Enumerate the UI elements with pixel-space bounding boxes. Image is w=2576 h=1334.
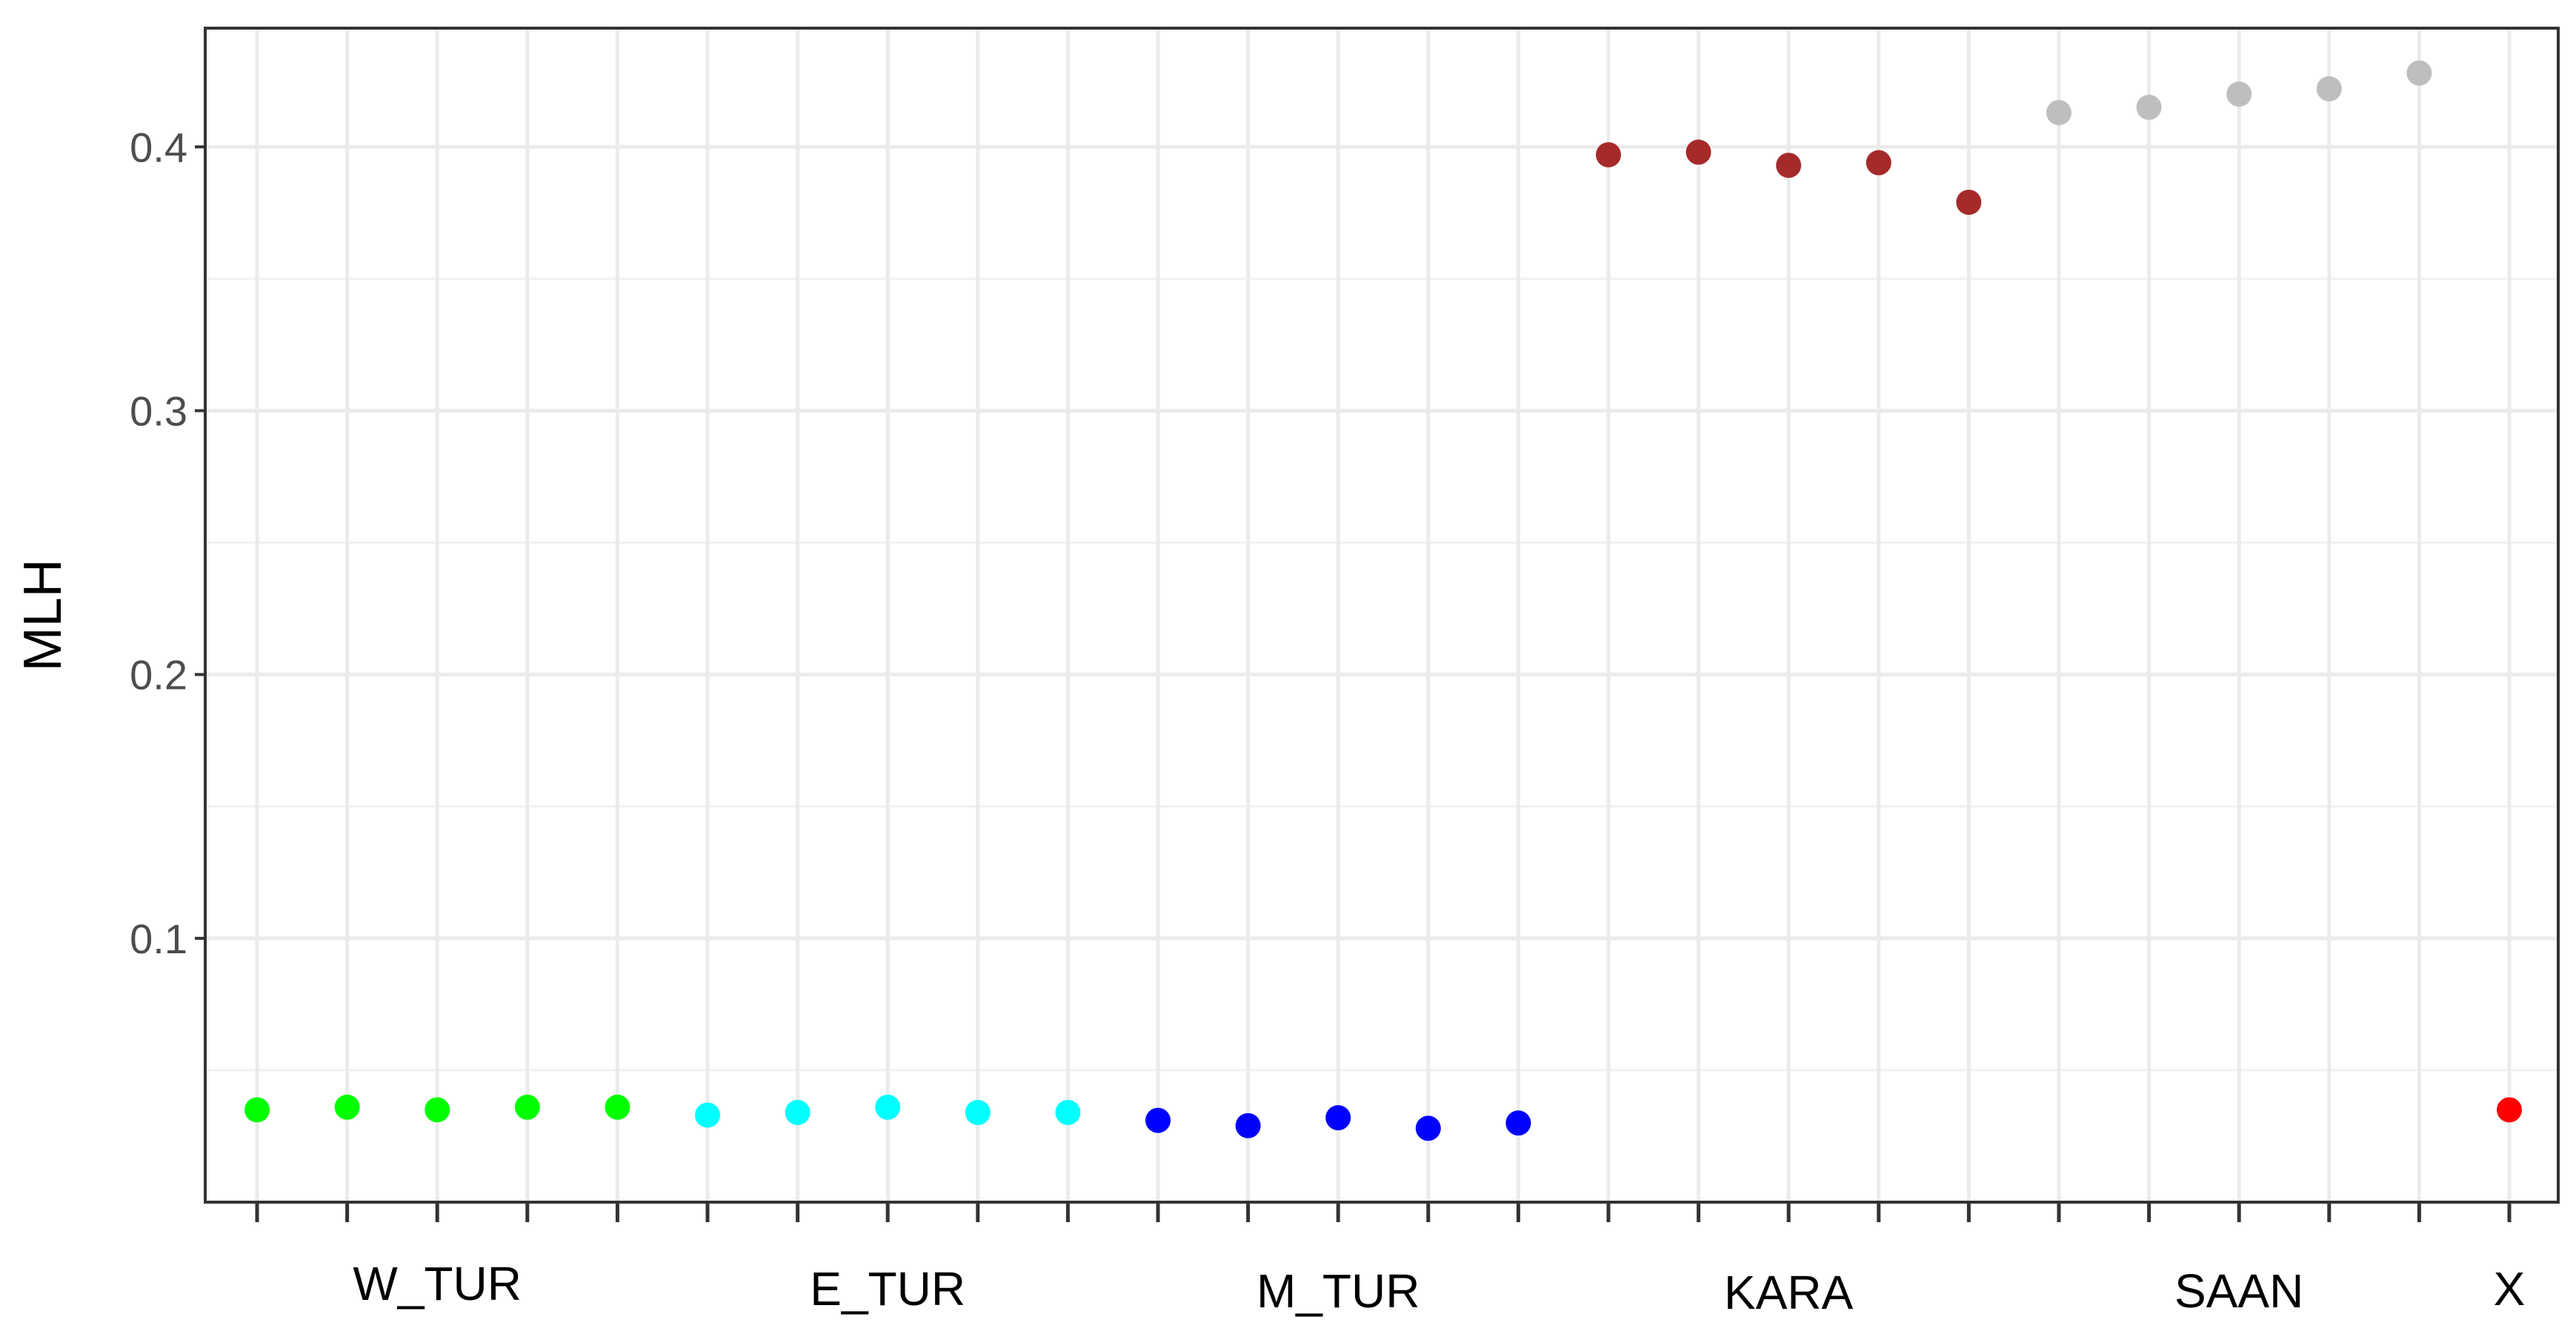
data-point-saan [2406,60,2432,86]
data-point-w-tur [605,1094,630,1120]
data-point-kara [1685,139,1711,165]
y-tick-label: 0.2 [130,652,187,698]
data-point-kara [1866,150,1891,176]
data-point-m-tur [1415,1115,1441,1141]
y-tick-label: 0.4 [130,124,187,170]
x-group-label: W_TUR [353,1257,522,1310]
x-group-label: SAAN [2174,1264,2303,1318]
data-point-m-tur [1145,1107,1171,1133]
data-point-saan [2226,81,2252,107]
data-point-kara [1776,153,1802,179]
data-point-e-tur [875,1094,901,1120]
panel-border [204,27,2560,1204]
data-point-saan [2316,76,2342,101]
data-point-m-tur [1325,1105,1351,1131]
y-tick-label: 0.3 [130,387,187,434]
data-point-kara [1956,190,1982,216]
data-point-kara [1596,141,1621,167]
x-group-label: X [2494,1262,2526,1315]
x-axis: W_TUR E_TUR M_TUR KARA SAAN X [255,1202,2526,1319]
y-axis: 0.1 0.2 0.3 0.4 [130,124,205,962]
data-point-w-tur [334,1094,360,1120]
x-group-label: KARA [1724,1266,1854,1319]
data-point-e-tur [965,1099,991,1125]
data-points [244,60,2522,1141]
data-point-m-tur [1235,1113,1261,1138]
data-point-e-tur [1055,1099,1081,1125]
x-group-label: M_TUR [1257,1264,1420,1318]
y-axis-title: MLH [13,558,73,671]
data-point-e-tur [695,1102,720,1128]
data-point-w-tur [514,1094,540,1120]
data-point-saan [2046,99,2071,125]
data-point-e-tur [785,1099,811,1125]
minor-gridlines [205,277,2558,1072]
data-point-w-tur [425,1097,450,1123]
x-group-label: E_TUR [810,1262,965,1315]
data-point-saan [2136,94,2162,120]
major-gridlines [205,28,2558,1202]
data-point-m-tur [1505,1110,1531,1136]
data-point-w-tur [244,1097,270,1123]
data-point-x [2497,1097,2522,1123]
y-tick-label: 0.1 [130,916,187,962]
